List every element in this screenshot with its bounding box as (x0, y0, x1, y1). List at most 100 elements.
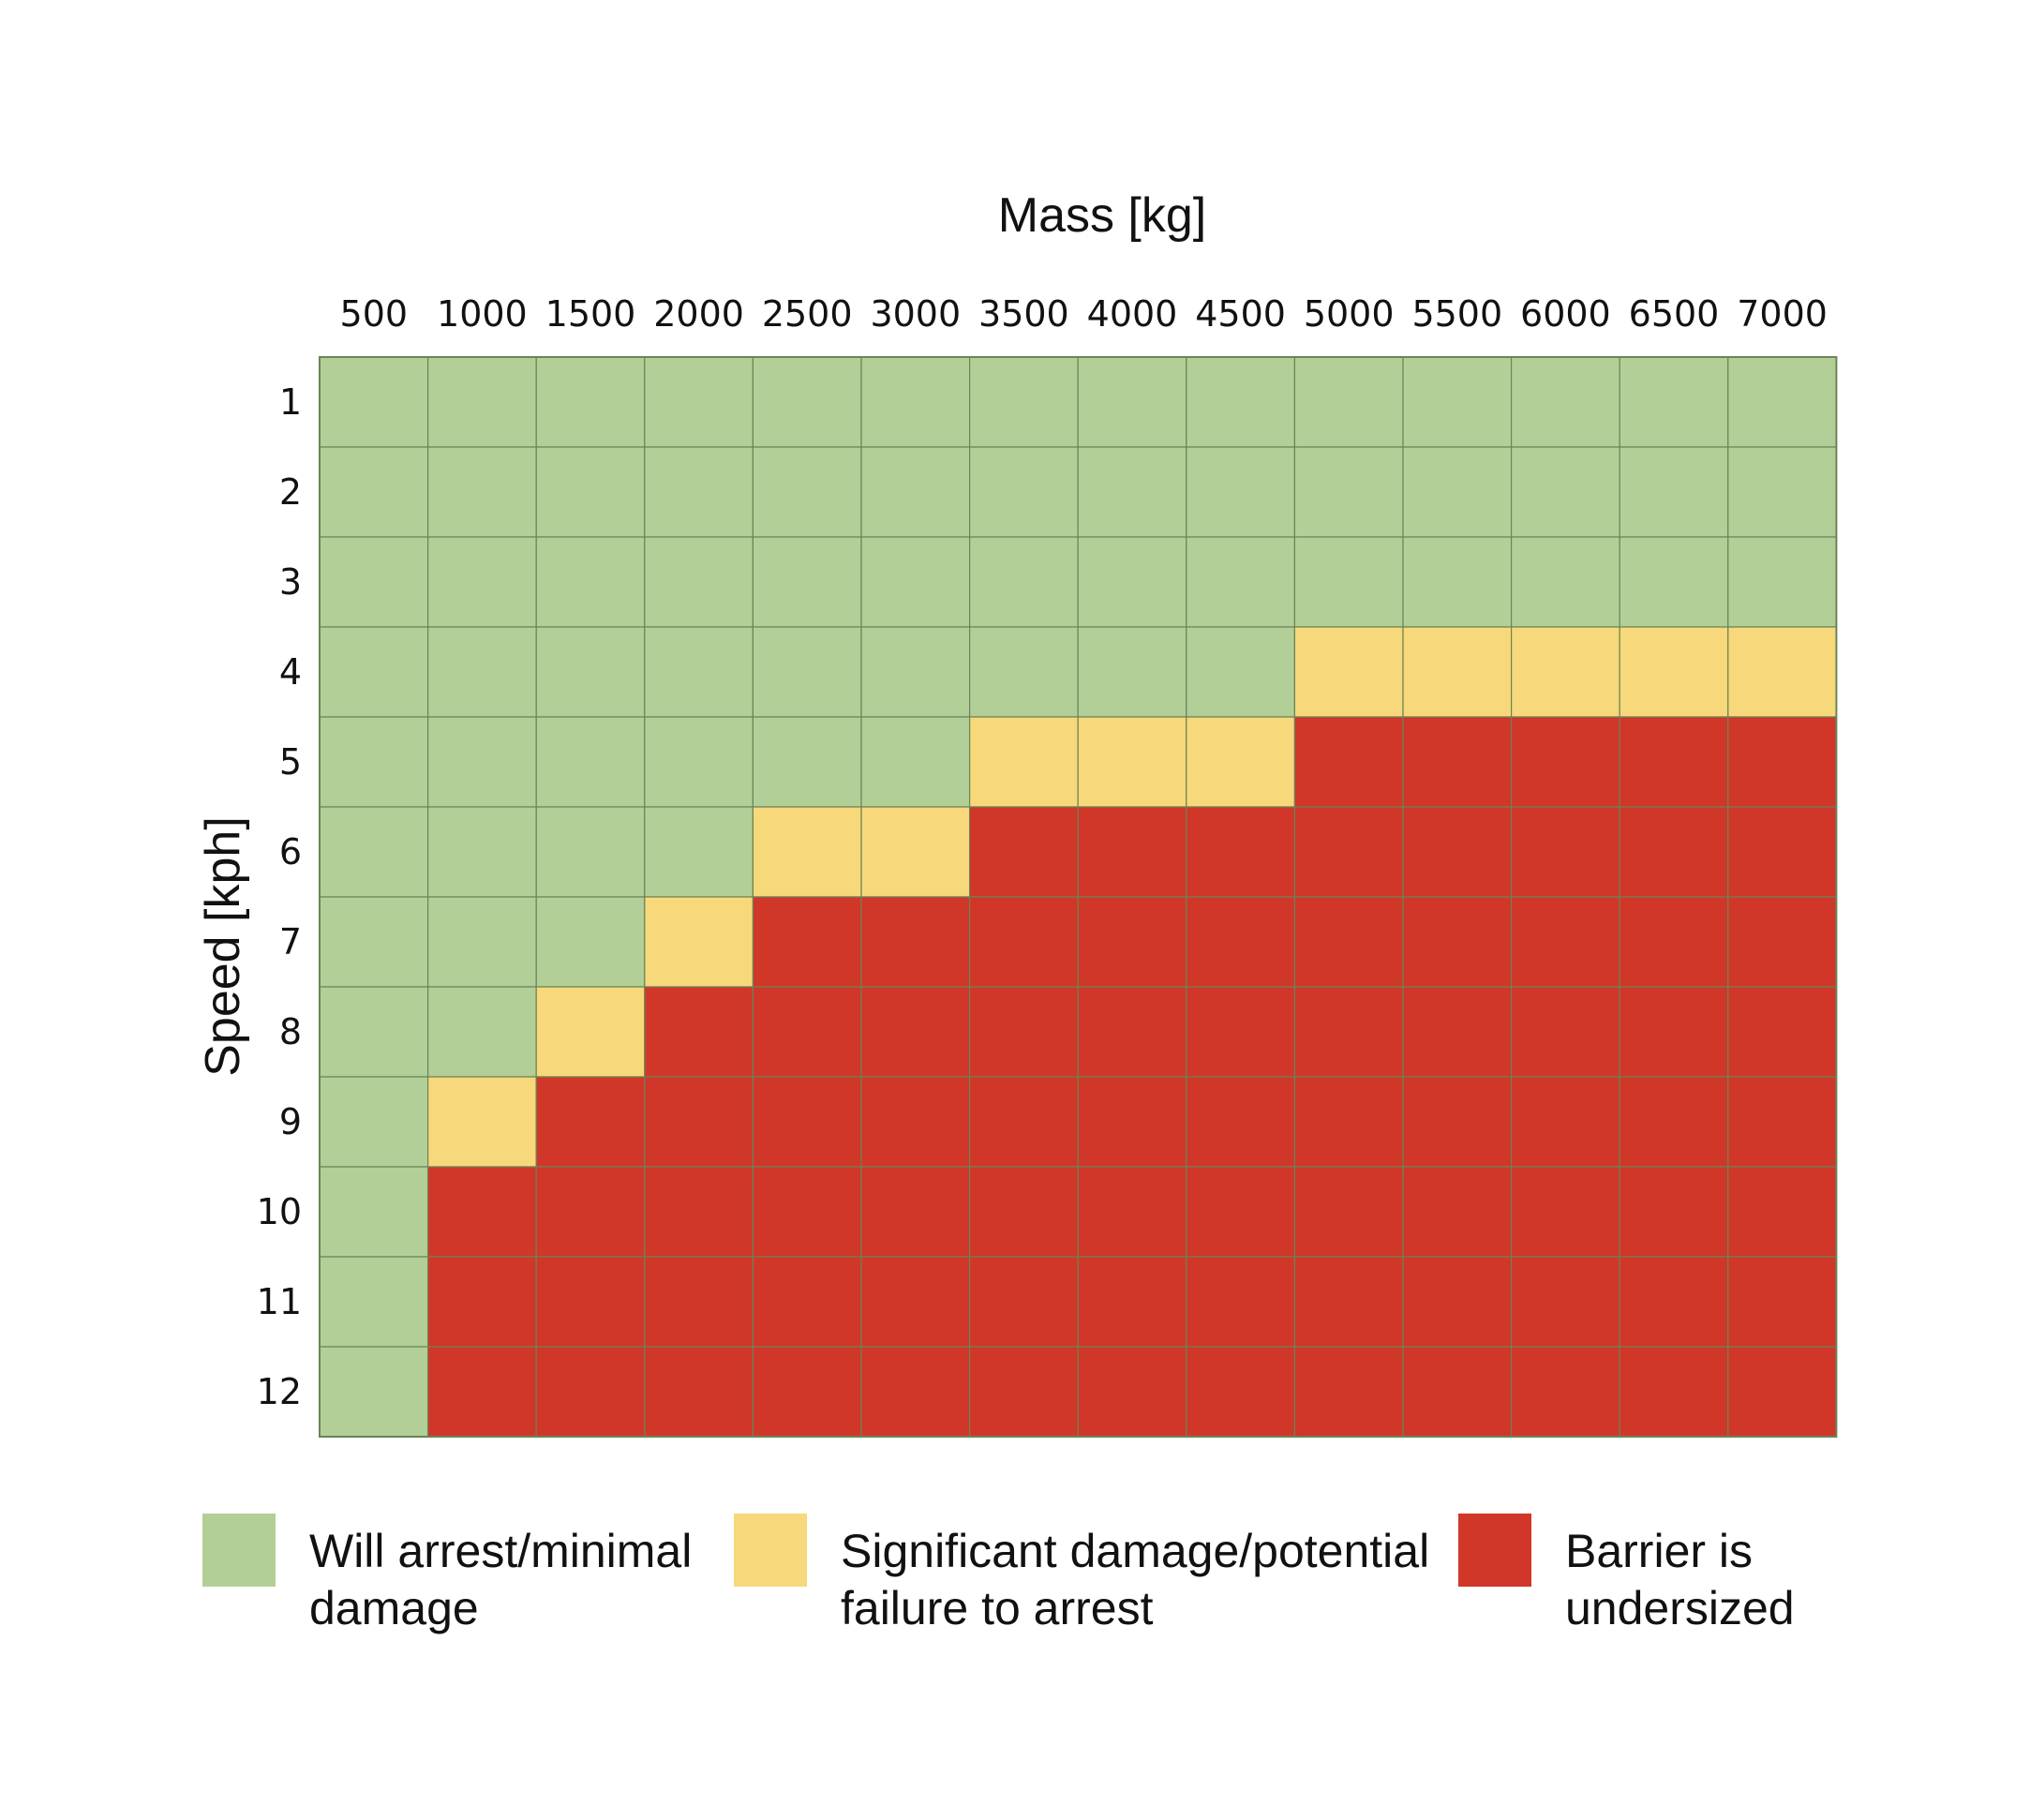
heatmap-cell (752, 1076, 862, 1168)
y-tick-label: 6 (279, 831, 302, 873)
heatmap-cell (427, 1076, 537, 1168)
heatmap-cell (319, 1076, 429, 1168)
heatmap-cell (1077, 1346, 1187, 1438)
heatmap-cell (1727, 896, 1838, 988)
legend-label: Barrier is (1565, 1525, 1753, 1577)
heatmap-cell (968, 626, 1079, 718)
x-tick-label: 1000 (437, 293, 528, 335)
legend-label: undersized (1565, 1582, 1795, 1634)
heatmap-cell (968, 536, 1079, 628)
heatmap-cell (1077, 446, 1187, 538)
heatmap-cell (860, 986, 971, 1078)
heatmap-cell (535, 356, 646, 448)
x-tick-label: 2000 (653, 293, 744, 335)
y-tick-label: 4 (279, 651, 302, 693)
heatmap-cell (1727, 806, 1838, 898)
heatmap-cell (1402, 1346, 1513, 1438)
heatmap-cell (860, 1166, 971, 1258)
heatmap-cell (319, 986, 429, 1078)
heatmap-cell (1510, 806, 1620, 898)
heatmap-cell (1077, 1076, 1187, 1168)
x-tick-label: 4500 (1195, 293, 1286, 335)
heatmap-cell (860, 536, 971, 628)
y-tick-label: 1 (279, 381, 302, 423)
heatmap-cell (535, 536, 646, 628)
heatmap-cell (1186, 716, 1296, 808)
heatmap-cell (1510, 1166, 1620, 1258)
heatmap-cell (1727, 626, 1838, 718)
heatmap-cell (1727, 1166, 1838, 1258)
heatmap-cell (860, 1076, 971, 1168)
x-tick-label: 3000 (870, 293, 961, 335)
heatmap-cell (644, 1256, 754, 1348)
heatmap-cell (644, 716, 754, 808)
heatmap-cell (1727, 536, 1838, 628)
heatmap-cell (1510, 986, 1620, 1078)
heatmap-cell (1619, 626, 1729, 718)
heatmap-cell (752, 716, 862, 808)
heatmap-cell (427, 356, 537, 448)
heatmap-cell (1186, 1256, 1296, 1348)
heatmap-cell (860, 806, 971, 898)
heatmap-cell (1510, 536, 1620, 628)
heatmap-cell (427, 536, 537, 628)
heatmap-cell (319, 896, 429, 988)
heatmap-cell (1727, 986, 1838, 1078)
heatmap-cell (644, 446, 754, 538)
heatmap-cell (319, 626, 429, 718)
y-tick-label: 9 (279, 1101, 302, 1142)
heatmap-cell (968, 1166, 1079, 1258)
heatmap-cell (1727, 446, 1838, 538)
y-axis-title: Speed [kph] (196, 816, 250, 1077)
heatmap-cell (1402, 356, 1513, 448)
legend-label: Significant damage/potential (841, 1525, 1429, 1577)
heatmap-cell (319, 1346, 429, 1438)
heatmap-cell (1510, 1346, 1620, 1438)
legend-label: damage (309, 1582, 479, 1634)
heatmap-cell (535, 1166, 646, 1258)
heatmap-cell (1619, 446, 1729, 538)
heatmap-cell (752, 356, 862, 448)
heatmap-cell (860, 716, 971, 808)
heatmap-cell (644, 626, 754, 718)
heatmap-cell (319, 446, 429, 538)
heatmap-cell (1293, 1166, 1404, 1258)
heatmap-cell (1619, 716, 1729, 808)
heatmap-cell (752, 986, 862, 1078)
heatmap-cell (1727, 1256, 1838, 1348)
heatmap-cell (1727, 716, 1838, 808)
y-tick-label: 2 (279, 471, 302, 513)
heatmap-cell (644, 356, 754, 448)
heatmap-cell (968, 1346, 1079, 1438)
heatmap-cell (427, 1166, 537, 1258)
heatmap-cell (1077, 626, 1187, 718)
heatmap-cell (1186, 446, 1296, 538)
heatmap-cell (535, 806, 646, 898)
x-tick-label: 5500 (1411, 293, 1502, 335)
x-tick-label: 3500 (978, 293, 1069, 335)
heatmap-cell (1402, 986, 1513, 1078)
heatmap-cell (644, 986, 754, 1078)
heatmap-cell (1402, 1256, 1513, 1348)
heatmap-cell (644, 896, 754, 988)
y-tick-label: 10 (257, 1191, 302, 1232)
heatmap-cell (1186, 626, 1296, 718)
heatmap-cell (427, 1346, 537, 1438)
heatmap-cell (968, 806, 1079, 898)
heatmap-cell (319, 356, 429, 448)
x-tick-label: 4000 (1087, 293, 1178, 335)
heatmap-cell (1619, 356, 1729, 448)
legend-label: Will arrest/minimal (309, 1525, 692, 1577)
heatmap-cell (319, 716, 429, 808)
heatmap-cell (1077, 806, 1187, 898)
heatmap-cell (535, 716, 646, 808)
heatmap-cell (860, 356, 971, 448)
heatmap-cell (1510, 446, 1620, 538)
heatmap-cell (1293, 806, 1404, 898)
heatmap-cell (968, 896, 1079, 988)
heatmap-cell (319, 1256, 429, 1348)
heatmap-cell (535, 1076, 646, 1168)
heatmap-cell (1186, 356, 1296, 448)
